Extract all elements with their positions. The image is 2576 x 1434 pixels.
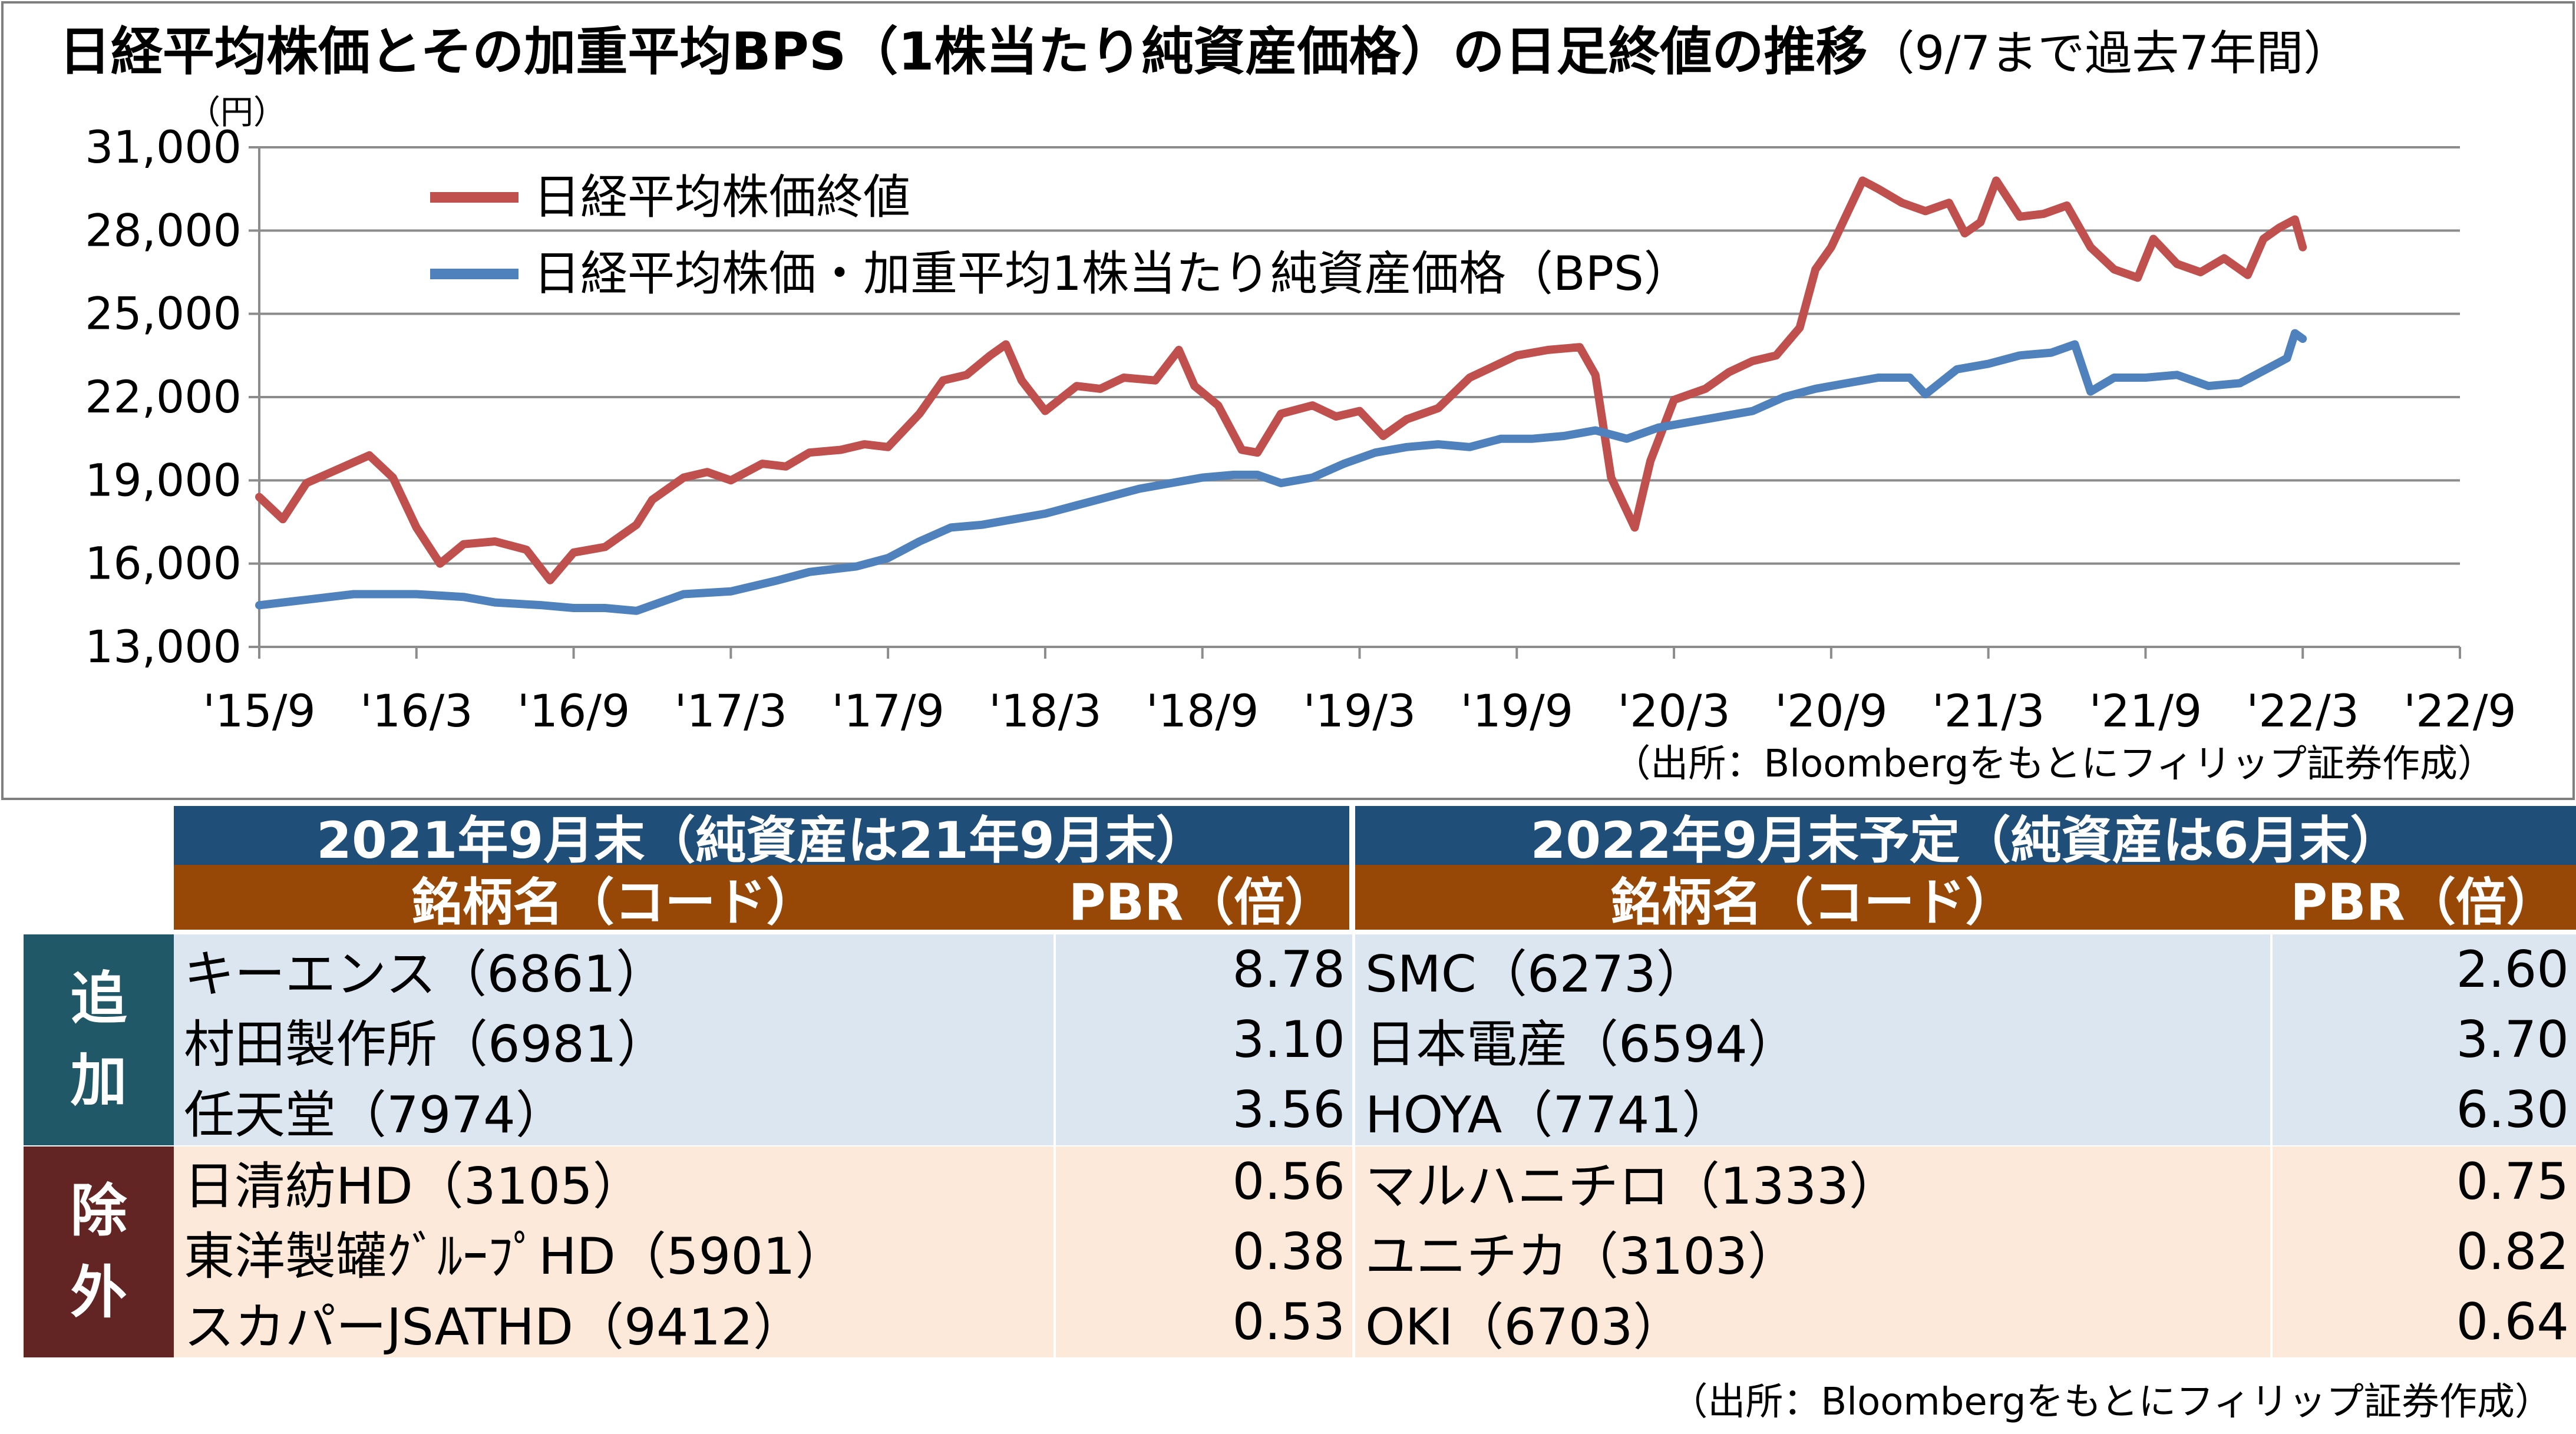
side-label-added-1: 追 bbox=[70, 965, 127, 1032]
x-tick-label: '21/3 bbox=[1932, 685, 2045, 737]
chart-source: （出所：Bloombergをもとにフィリップ証券作成） bbox=[1613, 742, 2495, 786]
left-removed-pbr-2: 0.38 bbox=[1232, 1222, 1345, 1281]
x-tick-label: '18/3 bbox=[989, 685, 1102, 737]
x-tick-label: '20/9 bbox=[1775, 685, 1888, 737]
right-removed-pbr-3: 0.64 bbox=[2456, 1293, 2569, 1352]
y-tick-label: 31,000 bbox=[85, 121, 242, 173]
table-right-col-pbr: PBR（倍） bbox=[2271, 865, 2576, 930]
side-label-removed-2: 外 bbox=[70, 1260, 127, 1326]
x-tick-label: '15/9 bbox=[203, 685, 316, 737]
table-source: （出所：Bloombergをもとにフィリップ証券作成） bbox=[1670, 1380, 2552, 1424]
side-label-removed-1: 除 bbox=[70, 1177, 127, 1244]
right-added-pbr-3: 6.30 bbox=[2456, 1081, 2569, 1139]
series-layer bbox=[255, 176, 2307, 615]
tables-panel: 2021年9月末（純資産は21年9月末） 銘柄名（コード） PBR（倍） 202… bbox=[0, 806, 2576, 1434]
x-tick-label: '18/9 bbox=[1146, 685, 1259, 737]
x-tick-label: '20/3 bbox=[1617, 685, 1730, 737]
chart-title: 日経平均株価とその加重平均BPS（1株当たり純資産価格）の日足終値の推移（9/7… bbox=[59, 21, 2350, 82]
legend-label-bps: 日経平均株価・加重平均1株当たり純資産価格（BPS） bbox=[533, 246, 1691, 301]
table-left-col-pbr: PBR（倍） bbox=[1055, 865, 1349, 930]
added-rows-bg bbox=[174, 934, 2576, 1145]
right-added-pbr-1: 2.60 bbox=[2456, 940, 2569, 999]
right-removed-name-1: マルハニチロ（1333） bbox=[1365, 1157, 1900, 1216]
left-added-name-3: 任天堂（7974） bbox=[184, 1085, 566, 1145]
table-right-header: 2022年9月末予定（純資産は6月末） bbox=[1355, 806, 2576, 865]
y-tick-label: 28,000 bbox=[85, 204, 242, 256]
side-label-added: 追 加 bbox=[24, 934, 174, 1145]
x-tick-label: '19/3 bbox=[1303, 685, 1416, 737]
right-removed-pbr-1: 0.75 bbox=[2456, 1152, 2569, 1211]
y-tick-label: 16,000 bbox=[85, 537, 242, 590]
right-removed-pbr-2: 0.82 bbox=[2456, 1222, 2569, 1281]
grid-layer bbox=[249, 146, 2461, 659]
left-removed-name-1: 日清紡HD（3105） bbox=[184, 1157, 643, 1216]
y-unit-label: （円） bbox=[187, 94, 286, 132]
separator-middle bbox=[1352, 806, 1355, 1357]
left-removed-name-2: 東洋製罐ｸﾞﾙｰﾌﾟHD（5901） bbox=[184, 1227, 846, 1286]
y-tick-label: 13,000 bbox=[85, 620, 242, 673]
x-tick-label: '16/9 bbox=[517, 685, 630, 737]
right-removed-name-2: ユニチカ（3103） bbox=[1365, 1227, 1798, 1286]
left-added-name-2: 村田製作所（6981） bbox=[184, 1015, 668, 1074]
right-added-name-3: HOYA（7741） bbox=[1365, 1085, 1733, 1145]
left-removed-pbr-1: 0.56 bbox=[1232, 1152, 1345, 1211]
left-added-pbr-2: 3.10 bbox=[1232, 1010, 1345, 1069]
left-removed-name-3: スカパーJSATHD（9412） bbox=[184, 1297, 804, 1357]
series-line-nikkei bbox=[255, 176, 2307, 584]
x-tick-label: '19/9 bbox=[1461, 685, 1574, 737]
x-tick-label: '17/9 bbox=[831, 685, 944, 737]
x-tick-labels: '15/9 '16/3 '16/9 '17/3 '17/9 '18/3 '18/9 '19/3… bbox=[203, 685, 2516, 737]
right-added-pbr-2: 3.70 bbox=[2456, 1010, 2569, 1069]
table-right-col-name: 銘柄名（コード） bbox=[1355, 865, 2271, 930]
chart-title-main: 日経平均株価とその加重平均BPS（1株当たり純資産価格）の日足終値の推移 bbox=[59, 21, 1868, 82]
separator-left-pbr bbox=[1053, 930, 1056, 1357]
series-line-bps bbox=[255, 329, 2307, 615]
y-tick-label: 19,000 bbox=[85, 454, 242, 506]
legend-label-nikkei: 日経平均株価終値 bbox=[533, 170, 910, 224]
y-tick-label: 25,000 bbox=[85, 288, 242, 340]
left-removed-pbr-3: 0.53 bbox=[1232, 1293, 1345, 1352]
chart-svg: 日経平均株価とその加重平均BPS（1株当たり純資産価格）の日足終値の推移（9/7… bbox=[1, 1, 2575, 800]
chart-frame bbox=[1, 1, 2575, 800]
table-left-header: 2021年9月末（純資産は21年9月末） bbox=[174, 806, 1349, 865]
x-tick-label: '22/3 bbox=[2246, 685, 2359, 737]
right-added-name-1: SMC（6273） bbox=[1365, 945, 1707, 1004]
right-added-name-2: 日本電産（6594） bbox=[1365, 1015, 1798, 1074]
side-label-removed: 除 外 bbox=[24, 1146, 174, 1357]
chart-title-note: （9/7まで過去7年間） bbox=[1868, 26, 2351, 81]
table-left-col-name: 銘柄名（コード） bbox=[174, 865, 1055, 930]
x-tick-label: '17/3 bbox=[675, 685, 788, 737]
side-label-added-2: 加 bbox=[70, 1048, 127, 1114]
chart-panel: 日経平均株価とその加重平均BPS（1株当たり純資産価格）の日足終値の推移（9/7… bbox=[1, 1, 2575, 800]
x-tick-label: '22/9 bbox=[2403, 685, 2516, 737]
left-added-name-1: キーエンス（6861） bbox=[184, 945, 667, 1004]
y-tick-labels: 31,000 28,000 25,000 22,000 19,000 16,000 13,0… bbox=[85, 121, 242, 673]
x-tick-label: '21/9 bbox=[2089, 685, 2202, 737]
y-tick-label: 22,000 bbox=[85, 371, 242, 423]
separator-right-pbr bbox=[2270, 930, 2273, 1357]
x-tick-label: '16/3 bbox=[360, 685, 473, 737]
left-added-pbr-3: 3.56 bbox=[1232, 1081, 1345, 1139]
legend: 日経平均株価終値 日経平均株価・加重平均1株当たり純資産価格（BPS） bbox=[430, 170, 1691, 301]
left-added-pbr-1: 8.78 bbox=[1232, 940, 1345, 999]
removed-rows-bg bbox=[174, 1146, 2576, 1357]
right-removed-name-3: OKI（6703） bbox=[1365, 1297, 1684, 1357]
